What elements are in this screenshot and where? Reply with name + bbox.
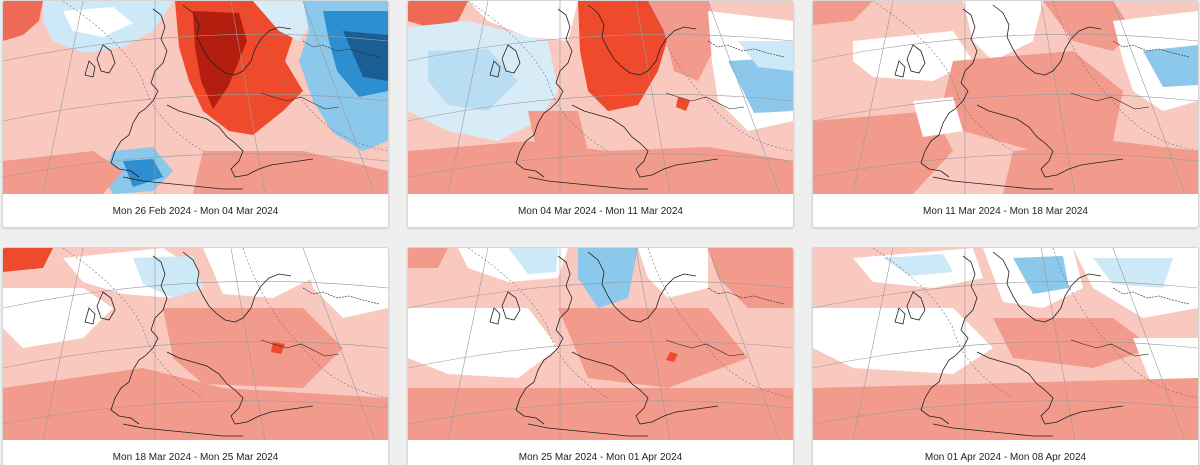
- temperature-anomaly-map[interactable]: [3, 1, 388, 194]
- forecast-period-label: Mon 26 Feb 2024 - Mon 04 Mar 2024: [112, 206, 279, 217]
- temperature-anomaly-map[interactable]: [813, 248, 1198, 440]
- forecast-card[interactable]: Mon 11 Mar 2024 - Mon 18 Mar 2024: [812, 0, 1199, 228]
- temperature-anomaly-map[interactable]: [408, 248, 793, 440]
- forecast-period-label: Mon 18 Mar 2024 - Mon 25 Mar 2024: [112, 452, 279, 463]
- forecast-period-label: Mon 01 Apr 2024 - Mon 08 Apr 2024: [924, 452, 1087, 463]
- forecast-period-label: Mon 11 Mar 2024 - Mon 18 Mar 2024: [923, 206, 1088, 217]
- temperature-anomaly-map[interactable]: [813, 1, 1198, 194]
- forecast-card[interactable]: Mon 04 Mar 2024 - Mon 11 Mar 2024: [407, 0, 794, 228]
- forecast-card[interactable]: Mon 18 Mar 2024 - Mon 25 Mar 2024: [2, 247, 389, 465]
- forecast-card[interactable]: Mon 25 Mar 2024 - Mon 01 Apr 2024: [407, 247, 794, 465]
- forecast-period-label: Mon 25 Mar 2024 - Mon 01 Apr 2024: [518, 452, 683, 463]
- forecast-card[interactable]: Mon 01 Apr 2024 - Mon 08 Apr 2024: [812, 247, 1199, 465]
- temperature-anomaly-map[interactable]: [408, 1, 793, 194]
- forecast-card[interactable]: Mon 26 Feb 2024 - Mon 04 Mar 2024: [2, 0, 389, 228]
- forecast-period-label: Mon 04 Mar 2024 - Mon 11 Mar 2024: [518, 206, 683, 217]
- temperature-anomaly-map[interactable]: [3, 248, 388, 440]
